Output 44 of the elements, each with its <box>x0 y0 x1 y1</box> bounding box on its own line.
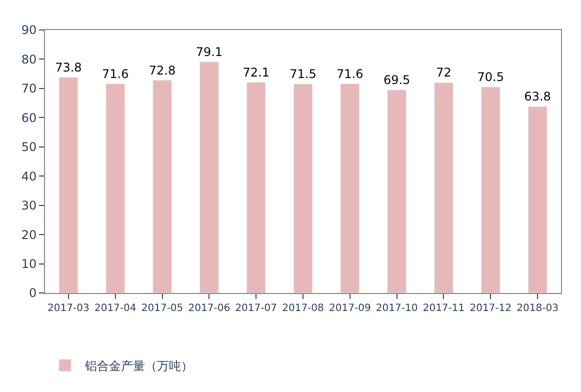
bar <box>293 84 313 293</box>
x-tick-label: 2017-08 <box>282 303 324 314</box>
data-label: 71.5 <box>290 67 316 82</box>
y-tick-label: 70 <box>21 82 37 96</box>
x-tick-label: 2018-03 <box>516 303 558 314</box>
y-tick-label: 30 <box>21 198 37 213</box>
data-label: 72 <box>436 66 452 80</box>
bar <box>152 80 172 293</box>
data-label: 72.1 <box>242 65 270 80</box>
x-tick-label: 2017-07 <box>235 303 277 314</box>
x-tick-label: 2017-10 <box>376 303 418 314</box>
x-tick-label: 2017-11 <box>422 303 465 314</box>
bar <box>340 84 360 293</box>
data-label: 73.8 <box>55 60 82 74</box>
y-tick-label: 90 <box>21 23 37 38</box>
bar <box>434 82 454 293</box>
bar <box>246 82 266 293</box>
x-tick-label: 2017-12 <box>470 303 512 314</box>
bar <box>387 90 406 293</box>
bar <box>106 84 125 293</box>
y-tick-label: 10 <box>21 256 37 271</box>
x-tick-label: 2017-04 <box>94 303 136 314</box>
data-label: 71.6 <box>336 66 364 81</box>
x-tick-label: 2017-03 <box>48 303 90 314</box>
y-tick-label: 20 <box>21 228 37 242</box>
y-tick-label: 0 <box>28 286 37 300</box>
data-label: 71.6 <box>102 66 129 81</box>
bar <box>200 62 219 293</box>
data-label: 72.8 <box>148 63 176 78</box>
x-tick-label: 2017-05 <box>141 303 184 314</box>
data-label: 70.5 <box>477 70 504 84</box>
data-label: 69.5 <box>383 72 410 87</box>
y-tick-label: 80 <box>21 52 37 66</box>
x-tick-label: 2017-06 <box>188 303 230 314</box>
bar <box>58 77 78 293</box>
y-tick-label: 50 <box>21 140 37 154</box>
data-label: 63.8 <box>524 90 551 104</box>
data-label: 79.1 <box>196 44 223 59</box>
y-tick-label: 40 <box>21 169 37 184</box>
bar <box>481 86 500 293</box>
y-tick-label: 60 <box>21 110 37 125</box>
legend-label: 铝合金产量（万吨） <box>84 359 193 374</box>
bar <box>528 106 548 293</box>
x-tick-label: 2017-09 <box>329 303 371 314</box>
